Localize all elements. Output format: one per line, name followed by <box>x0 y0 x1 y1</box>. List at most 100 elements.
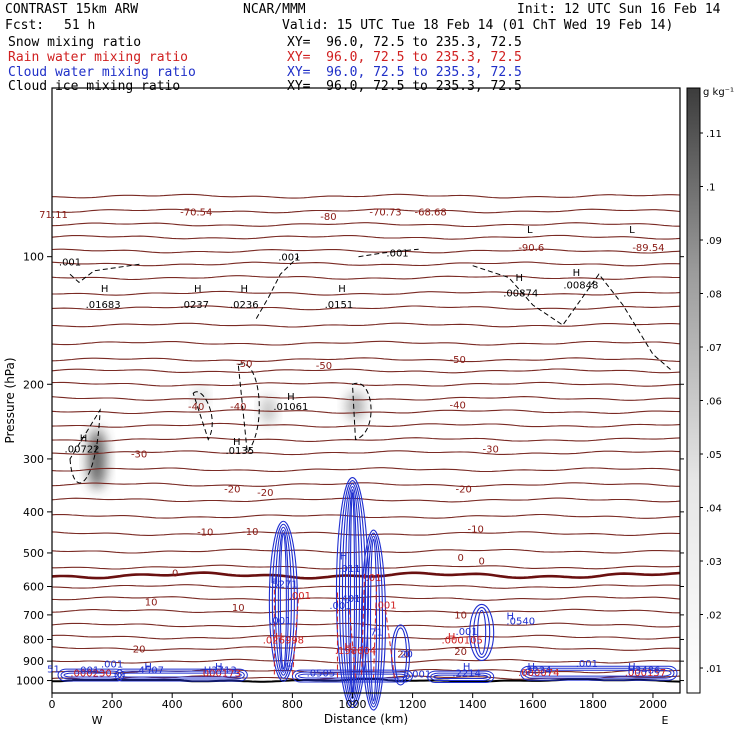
snow-shading-blob <box>346 391 365 420</box>
center-title: NCAR/MMM <box>243 2 306 17</box>
temperature-label: 10 <box>232 603 245 614</box>
snow-ice-label: .0135 <box>225 446 254 457</box>
y-tick-label: 800 <box>23 633 44 646</box>
rain-contour-dashed <box>360 573 365 678</box>
isotherm-line <box>51 409 681 415</box>
rain-label: H <box>344 642 352 653</box>
cloud-water-band <box>433 674 489 680</box>
isotherm-line <box>51 396 681 401</box>
snow-ice-label: .01683 <box>86 300 121 311</box>
x-tick-label: 200 <box>102 698 123 711</box>
cloud-water-band <box>57 668 125 682</box>
cloud-water-tower <box>335 476 370 709</box>
cloud-water-tower <box>279 532 287 670</box>
cloud-water-label: .001 <box>576 659 598 670</box>
snow-ice-label: H <box>241 284 249 295</box>
y-tick-label: 1000 <box>16 675 44 688</box>
x-tick-label: 1800 <box>579 698 607 711</box>
temperature-label: -80 <box>320 212 336 223</box>
isotherm-line <box>51 208 681 214</box>
colorbar-label: .06 <box>706 397 722 408</box>
temperature-label: -30 <box>131 450 147 461</box>
isotherm-line <box>52 290 681 296</box>
temperature-label: -20 <box>224 484 240 495</box>
cloud-water-tower <box>277 529 289 673</box>
isotherm-line <box>51 248 681 254</box>
cloud-water-label: .0505 <box>307 668 336 679</box>
temperature-label: 20 <box>133 644 146 655</box>
cloud-water-tower <box>363 532 384 708</box>
x-tick-label: 1400 <box>459 698 487 711</box>
rain-contour-dashed <box>291 598 299 678</box>
snow-ice-label: H <box>233 437 241 448</box>
snow-shading-blob <box>261 396 276 425</box>
cloud-water-cell <box>469 603 495 661</box>
cloud-water-label: .001 <box>101 659 123 670</box>
cloud-water-label: H <box>271 575 279 586</box>
snow-ice-label: H <box>338 284 346 295</box>
field-name-snow: Snow mixing ratio <box>8 35 142 50</box>
cloud-water-label: H <box>628 662 636 673</box>
snow-ice-label: H <box>80 434 88 445</box>
cloud-water-label: H <box>463 662 471 673</box>
temperature-label: 71.11 <box>39 210 68 221</box>
cloud-water-tower <box>271 523 295 679</box>
rain-label: .001 <box>289 591 311 602</box>
isotherm-line <box>51 437 681 442</box>
snow-ice-label: H <box>515 273 523 284</box>
y-tick-label: 600 <box>23 581 44 594</box>
isotherm-line <box>51 322 681 328</box>
cloud-water-band <box>114 668 248 682</box>
snow-ice-label: H <box>573 268 581 279</box>
cloud-water-label: H <box>340 551 348 562</box>
forecast-hour: 51 h <box>64 18 96 33</box>
cloud-water-label: H <box>506 612 514 623</box>
east-label: E <box>661 714 668 727</box>
cloud-water-label: .001 <box>269 616 291 627</box>
field-xy-cloud-water: XY= 96.0, 72.5 to 235.3, 72.5 <box>287 65 522 80</box>
snow-ice-label: .0236 <box>230 300 259 311</box>
snow-ice-label: L <box>629 225 635 236</box>
cloud-water-label: 3234 <box>526 665 551 676</box>
x-axis-title: Distance (km) <box>324 712 408 726</box>
isotherm-line <box>51 222 680 228</box>
cloud-water-label: .001 <box>409 669 431 680</box>
x-tick-label: 1600 <box>519 698 547 711</box>
snow-shading-blob <box>88 428 107 489</box>
y-tick-label: 900 <box>23 655 44 668</box>
snow-contour-dashed <box>192 391 213 441</box>
temperature-label: -10 <box>468 525 484 536</box>
cloud-water-tower <box>366 535 381 705</box>
snow-ice-label: .001 <box>386 249 408 260</box>
isotherm-line <box>51 450 681 456</box>
cloud-water-label: H <box>527 662 535 673</box>
cloud-water-label: .5271 <box>269 580 298 591</box>
rain-label: .000105 <box>441 636 482 647</box>
isotherm-line <box>51 261 681 267</box>
x-tick-label: 800 <box>282 698 303 711</box>
cloud-water-label: 71 <box>370 627 383 638</box>
colorbar-label: .02 <box>706 611 722 622</box>
colorbar-unit: g kg⁻¹ <box>703 87 734 98</box>
colorbar-label: .1 <box>706 183 716 194</box>
temperature-label: -40 <box>230 402 246 413</box>
colorbar-label: .01 <box>706 664 722 675</box>
y-tick-label: 100 <box>23 251 44 264</box>
rain-contour-dashed <box>385 609 396 678</box>
cloud-water-band <box>523 667 675 679</box>
isotherm-line <box>51 622 681 628</box>
cloud-water-tower <box>274 526 292 676</box>
isotherm-line <box>51 482 680 488</box>
isotherm-line <box>52 193 681 199</box>
x-tick-label: 1000 <box>338 698 366 711</box>
temperature-label: -20 <box>257 488 273 499</box>
field-xy-rain: XY= 96.0, 72.5 to 235.3, 72.5 <box>287 50 522 65</box>
isotherm-line <box>51 608 680 614</box>
isotherm-line <box>51 513 681 519</box>
ice-contour-dashed <box>472 265 672 371</box>
temperature-label: -50 <box>449 355 465 366</box>
rain-label: .01 <box>366 573 382 584</box>
snow-ice-label: .00874 <box>503 288 538 299</box>
